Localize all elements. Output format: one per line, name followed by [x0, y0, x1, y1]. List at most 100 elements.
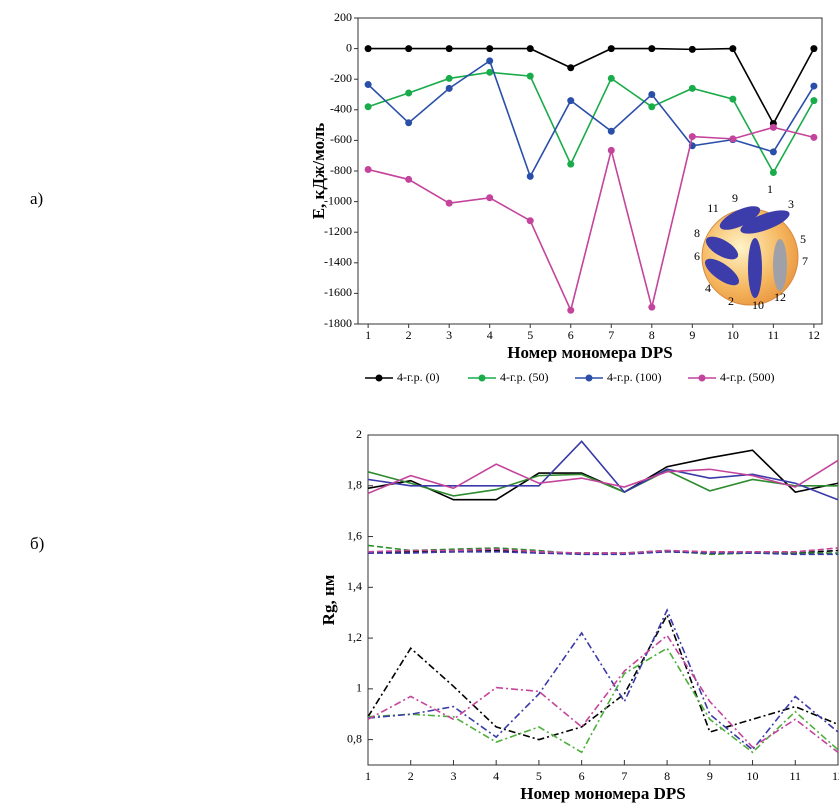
- data-point: [446, 45, 453, 52]
- y-tick-label: -1400: [324, 255, 352, 269]
- y-tick-label: -800: [330, 163, 352, 177]
- x-tick-label: 12: [832, 769, 839, 783]
- data-point: [405, 89, 412, 96]
- data-point: [365, 81, 372, 88]
- x-tick-label: 9: [689, 328, 695, 342]
- data-point: [770, 169, 777, 176]
- data-point: [365, 166, 372, 173]
- data-point: [648, 103, 655, 110]
- data-point: [608, 75, 615, 82]
- x-tick-label: 4: [487, 328, 493, 342]
- x-tick-label: 8: [664, 769, 670, 783]
- y-tick-label: 200: [334, 10, 352, 24]
- series-line: [368, 648, 838, 752]
- data-point: [810, 97, 817, 104]
- data-point: [567, 307, 574, 314]
- inset-label: 3: [788, 197, 794, 211]
- data-point: [567, 97, 574, 104]
- data-point: [405, 176, 412, 183]
- x-tick-label: 7: [621, 769, 627, 783]
- data-point: [689, 133, 696, 140]
- inset-label: 8: [694, 226, 700, 240]
- data-point: [689, 46, 696, 53]
- inset-label: 9: [732, 191, 738, 205]
- x-axis-title: Номер мономера DPS: [520, 784, 686, 803]
- data-point: [648, 91, 655, 98]
- data-point: [527, 45, 534, 52]
- data-point: [810, 45, 817, 52]
- x-tick-label: 8: [649, 328, 655, 342]
- data-point: [486, 57, 493, 64]
- legend-marker: [699, 375, 706, 382]
- data-point: [567, 64, 574, 71]
- legend-label: 4-г.р. (50): [500, 370, 549, 384]
- data-point: [527, 73, 534, 80]
- y-tick-label: 2: [356, 427, 362, 441]
- data-point: [446, 200, 453, 207]
- series-line: [368, 49, 814, 124]
- series-line: [368, 61, 814, 177]
- data-point: [689, 85, 696, 92]
- y-tick-label: 1,6: [347, 528, 362, 542]
- x-tick-label: 12: [808, 328, 820, 342]
- data-point: [729, 135, 736, 142]
- x-axis-title: Номер мономера DPS: [507, 343, 673, 362]
- panel-label: а): [30, 189, 43, 208]
- y-tick-label: -1600: [324, 285, 352, 299]
- y-tick-label: -400: [330, 102, 352, 116]
- inset-label: 6: [694, 249, 700, 263]
- data-point: [405, 119, 412, 126]
- legend-marker: [479, 375, 486, 382]
- inset-label: 1: [767, 182, 773, 196]
- data-point: [446, 85, 453, 92]
- data-point: [648, 304, 655, 311]
- inset-label: 12: [774, 290, 786, 304]
- series-line: [368, 610, 838, 750]
- x-tick-label: 11: [789, 769, 801, 783]
- y-tick-label: 1,2: [347, 630, 362, 644]
- inset-label: 2: [728, 294, 734, 308]
- data-point: [567, 161, 574, 168]
- y-tick-label: -1800: [324, 316, 352, 330]
- x-tick-label: 10: [727, 328, 739, 342]
- y-axis-title: Rg, нм: [319, 574, 338, 625]
- y-tick-label: 0,8: [347, 731, 362, 745]
- data-point: [729, 96, 736, 103]
- inset-label: 10: [752, 298, 764, 312]
- data-point: [486, 45, 493, 52]
- inset-label: 11: [707, 201, 719, 215]
- y-tick-label: 1,4: [347, 579, 362, 593]
- data-point: [365, 45, 372, 52]
- x-tick-label: 3: [446, 328, 452, 342]
- x-tick-label: 3: [450, 769, 456, 783]
- x-tick-label: 5: [536, 769, 542, 783]
- x-tick-label: 6: [568, 328, 574, 342]
- series-line: [368, 615, 838, 739]
- x-tick-label: 1: [365, 769, 371, 783]
- series-line: [368, 548, 838, 553]
- figure: а)-1800-1600-1400-1200-1000-800-600-400-…: [0, 0, 839, 803]
- data-point: [527, 173, 534, 180]
- inset-label: 5: [800, 232, 806, 246]
- data-point: [648, 45, 655, 52]
- y-tick-label: -200: [330, 71, 352, 85]
- inset-label: 7: [802, 254, 808, 268]
- data-point: [486, 194, 493, 201]
- x-tick-label: 7: [608, 328, 614, 342]
- x-tick-label: 6: [579, 769, 585, 783]
- x-tick-label: 2: [406, 328, 412, 342]
- y-tick-label: -1000: [324, 193, 352, 207]
- data-point: [608, 128, 615, 135]
- data-point: [527, 217, 534, 224]
- data-point: [405, 45, 412, 52]
- x-tick-label: 9: [707, 769, 713, 783]
- y-tick-label: -600: [330, 132, 352, 146]
- inset-label: 4: [705, 281, 711, 295]
- data-point: [770, 148, 777, 155]
- x-tick-label: 11: [768, 328, 780, 342]
- y-tick-label: 1,8: [347, 478, 362, 492]
- x-tick-label: 4: [493, 769, 499, 783]
- legend-marker: [586, 375, 593, 382]
- x-tick-label: 1: [365, 328, 371, 342]
- legend-label: 4-г.р. (500): [720, 370, 775, 384]
